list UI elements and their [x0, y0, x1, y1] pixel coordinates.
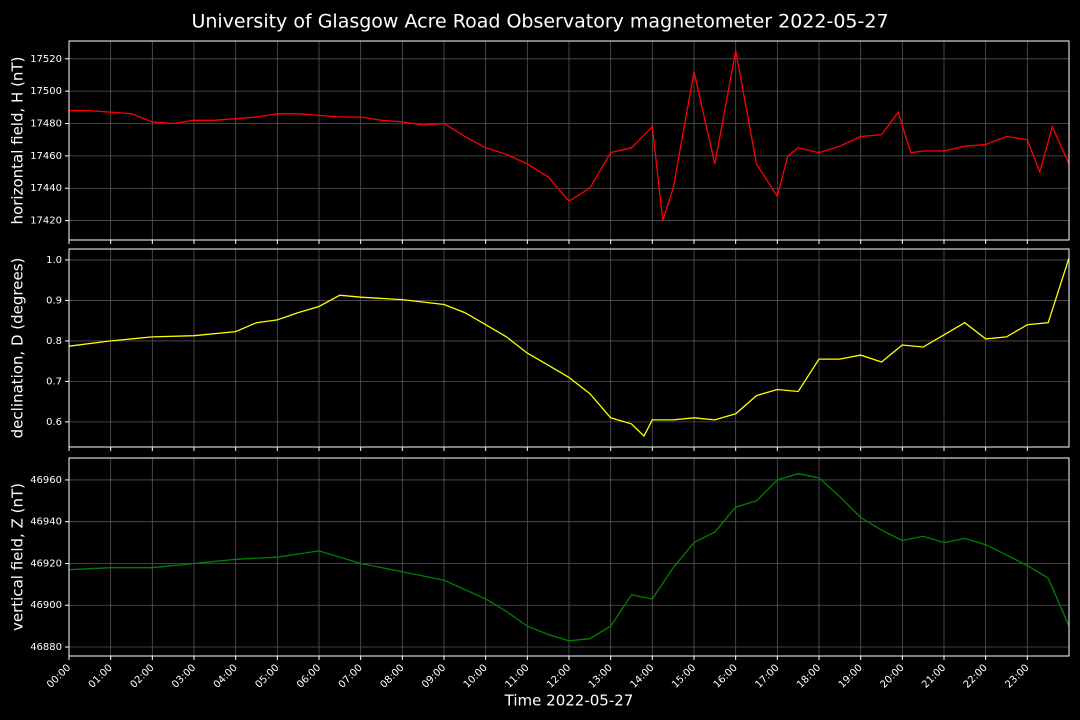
x-tick-label: 19:00: [837, 662, 865, 690]
data-line: [68, 473, 1070, 642]
y-tick-label: 17520: [30, 54, 62, 65]
y-axis-label: vertical field, Z (nT): [9, 483, 27, 631]
x-tick-label: 15:00: [670, 662, 698, 690]
x-tick-label: 04:00: [212, 662, 240, 690]
axes-frame: [68, 457, 1070, 657]
x-tick-label: 08:00: [378, 662, 406, 690]
y-tick-label: 0.7: [46, 376, 62, 387]
axes-frame: [68, 40, 1070, 241]
y-tick-label: 46960: [30, 475, 62, 486]
x-tick-label: 21:00: [920, 662, 948, 690]
data-line: [69, 50, 1070, 221]
y-tick-label: 46900: [30, 600, 62, 611]
y-tick-label: 46920: [30, 558, 62, 569]
y-tick-label: 0.6: [46, 417, 62, 428]
y-tick-label: 0.8: [46, 336, 62, 347]
x-tick-label: 18:00: [795, 662, 823, 690]
x-tick-label: 11:00: [503, 662, 531, 690]
x-tick-label: 02:00: [128, 662, 156, 690]
x-tick-label: 17:00: [753, 662, 781, 690]
x-tick-label: 09:00: [420, 662, 448, 690]
x-tick-label: 20:00: [878, 662, 906, 690]
x-tick-label: 14:00: [628, 662, 656, 690]
y-axis-label: horizontal field, H (nT): [9, 57, 27, 225]
x-tick-label: 16:00: [712, 662, 740, 690]
y-axis-label: declination, D (degrees): [9, 258, 27, 439]
y-tick-label: 17440: [30, 183, 62, 194]
x-tick-label: 05:00: [253, 662, 281, 690]
y-tick-label: 17460: [30, 151, 62, 162]
x-tick-label: 00:00: [45, 662, 73, 690]
y-tick-label: 0.9: [46, 295, 62, 306]
x-tick-label: 01:00: [87, 662, 115, 690]
x-tick-label: 10:00: [462, 662, 490, 690]
x-tick-label: 03:00: [170, 662, 198, 690]
data-line: [68, 257, 1070, 438]
y-tick-label: 17500: [30, 86, 62, 97]
y-tick-label: 46940: [30, 517, 62, 528]
y-tick-label: 17480: [30, 119, 62, 130]
figure-title: University of Glasgow Acre Road Observat…: [191, 11, 888, 33]
y-tick-label: 1.0: [46, 255, 62, 266]
x-tick-label: 13:00: [587, 662, 615, 690]
x-tick-label: 07:00: [337, 662, 365, 690]
x-tick-label: 22:00: [962, 662, 990, 690]
x-tick-label: 23:00: [1003, 662, 1031, 690]
x-tick-label: 06:00: [295, 662, 323, 690]
axes-frame: [68, 248, 1070, 448]
x-axis-label: Time 2022-05-27: [504, 692, 634, 710]
y-tick-label: 17420: [30, 216, 62, 227]
x-tick-label: 12:00: [545, 662, 573, 690]
y-tick-label: 46880: [30, 642, 62, 653]
